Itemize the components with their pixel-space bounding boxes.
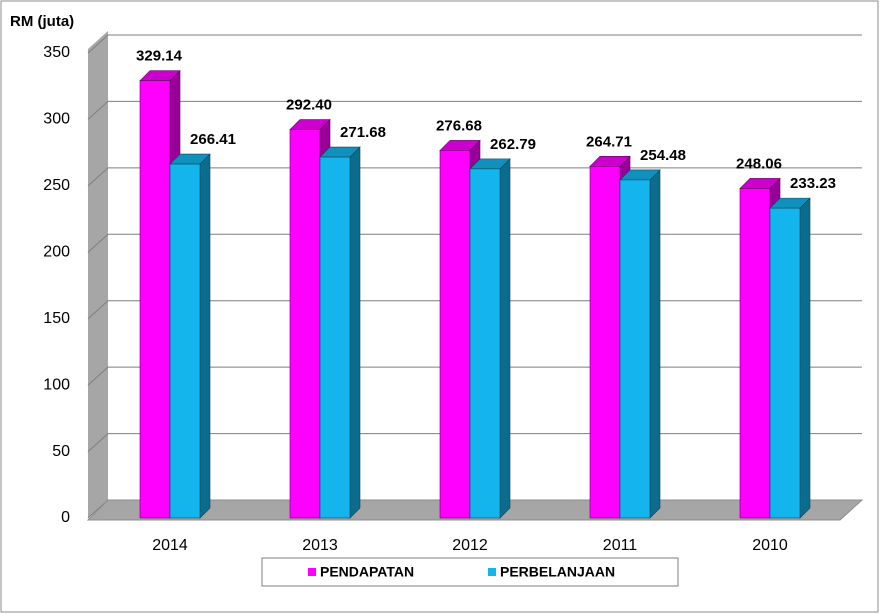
value-label: 248.06 [736, 155, 782, 172]
bar [769, 197, 811, 519]
bar-front [769, 207, 801, 519]
y-tick-label: 50 [52, 443, 70, 460]
legend-label: PENDAPATAN [320, 564, 414, 580]
y-tick-label: 0 [61, 509, 70, 526]
value-label: 262.79 [490, 136, 536, 153]
side-wall [88, 31, 108, 518]
value-label: 271.68 [340, 124, 386, 141]
y-tick-label: 300 [43, 111, 70, 128]
x-tick-label: 2010 [752, 537, 788, 554]
bar-front [289, 129, 321, 519]
bar [619, 169, 661, 519]
grid-line [87, 34, 862, 54]
bar-side [799, 197, 811, 519]
bar [319, 146, 361, 519]
value-label: 233.23 [790, 175, 836, 192]
bar-front [619, 179, 651, 519]
bar-side [199, 153, 211, 519]
value-label: 264.71 [586, 133, 632, 150]
grid-line [87, 100, 862, 120]
x-tick-label: 2013 [302, 537, 338, 554]
x-tick-label: 2014 [152, 537, 188, 554]
y-tick-label: 250 [43, 177, 70, 194]
bar-front [439, 150, 471, 519]
legend-swatch [308, 568, 316, 576]
value-label: 266.41 [190, 131, 236, 148]
bar-front [169, 163, 201, 519]
value-label: 276.68 [436, 117, 482, 134]
y-tick-label: 100 [43, 376, 70, 393]
bar [139, 69, 181, 519]
bar-front [319, 156, 351, 519]
y-tick-label: 200 [43, 244, 70, 261]
value-label: 254.48 [640, 147, 686, 164]
value-label: 329.14 [136, 48, 183, 65]
legend-swatch [488, 568, 496, 576]
y-axis-label: RM (juta) [10, 13, 74, 30]
bar-side [349, 146, 361, 519]
legend-box [261, 557, 679, 587]
bar-front [739, 188, 771, 519]
x-tick-label: 2011 [603, 537, 638, 554]
bar-side [499, 158, 511, 519]
bar-front [139, 80, 171, 519]
legend-label: PERBELANJAAN [500, 564, 615, 580]
y-tick-label: 350 [43, 44, 70, 61]
bar [469, 158, 511, 519]
value-label: 292.40 [286, 96, 332, 113]
y-tick-label: 150 [43, 310, 70, 327]
bar-side [649, 169, 661, 519]
bar [169, 153, 211, 519]
bar-front [589, 166, 621, 519]
x-tick-label: 2012 [452, 537, 488, 554]
bar-front [469, 168, 501, 519]
